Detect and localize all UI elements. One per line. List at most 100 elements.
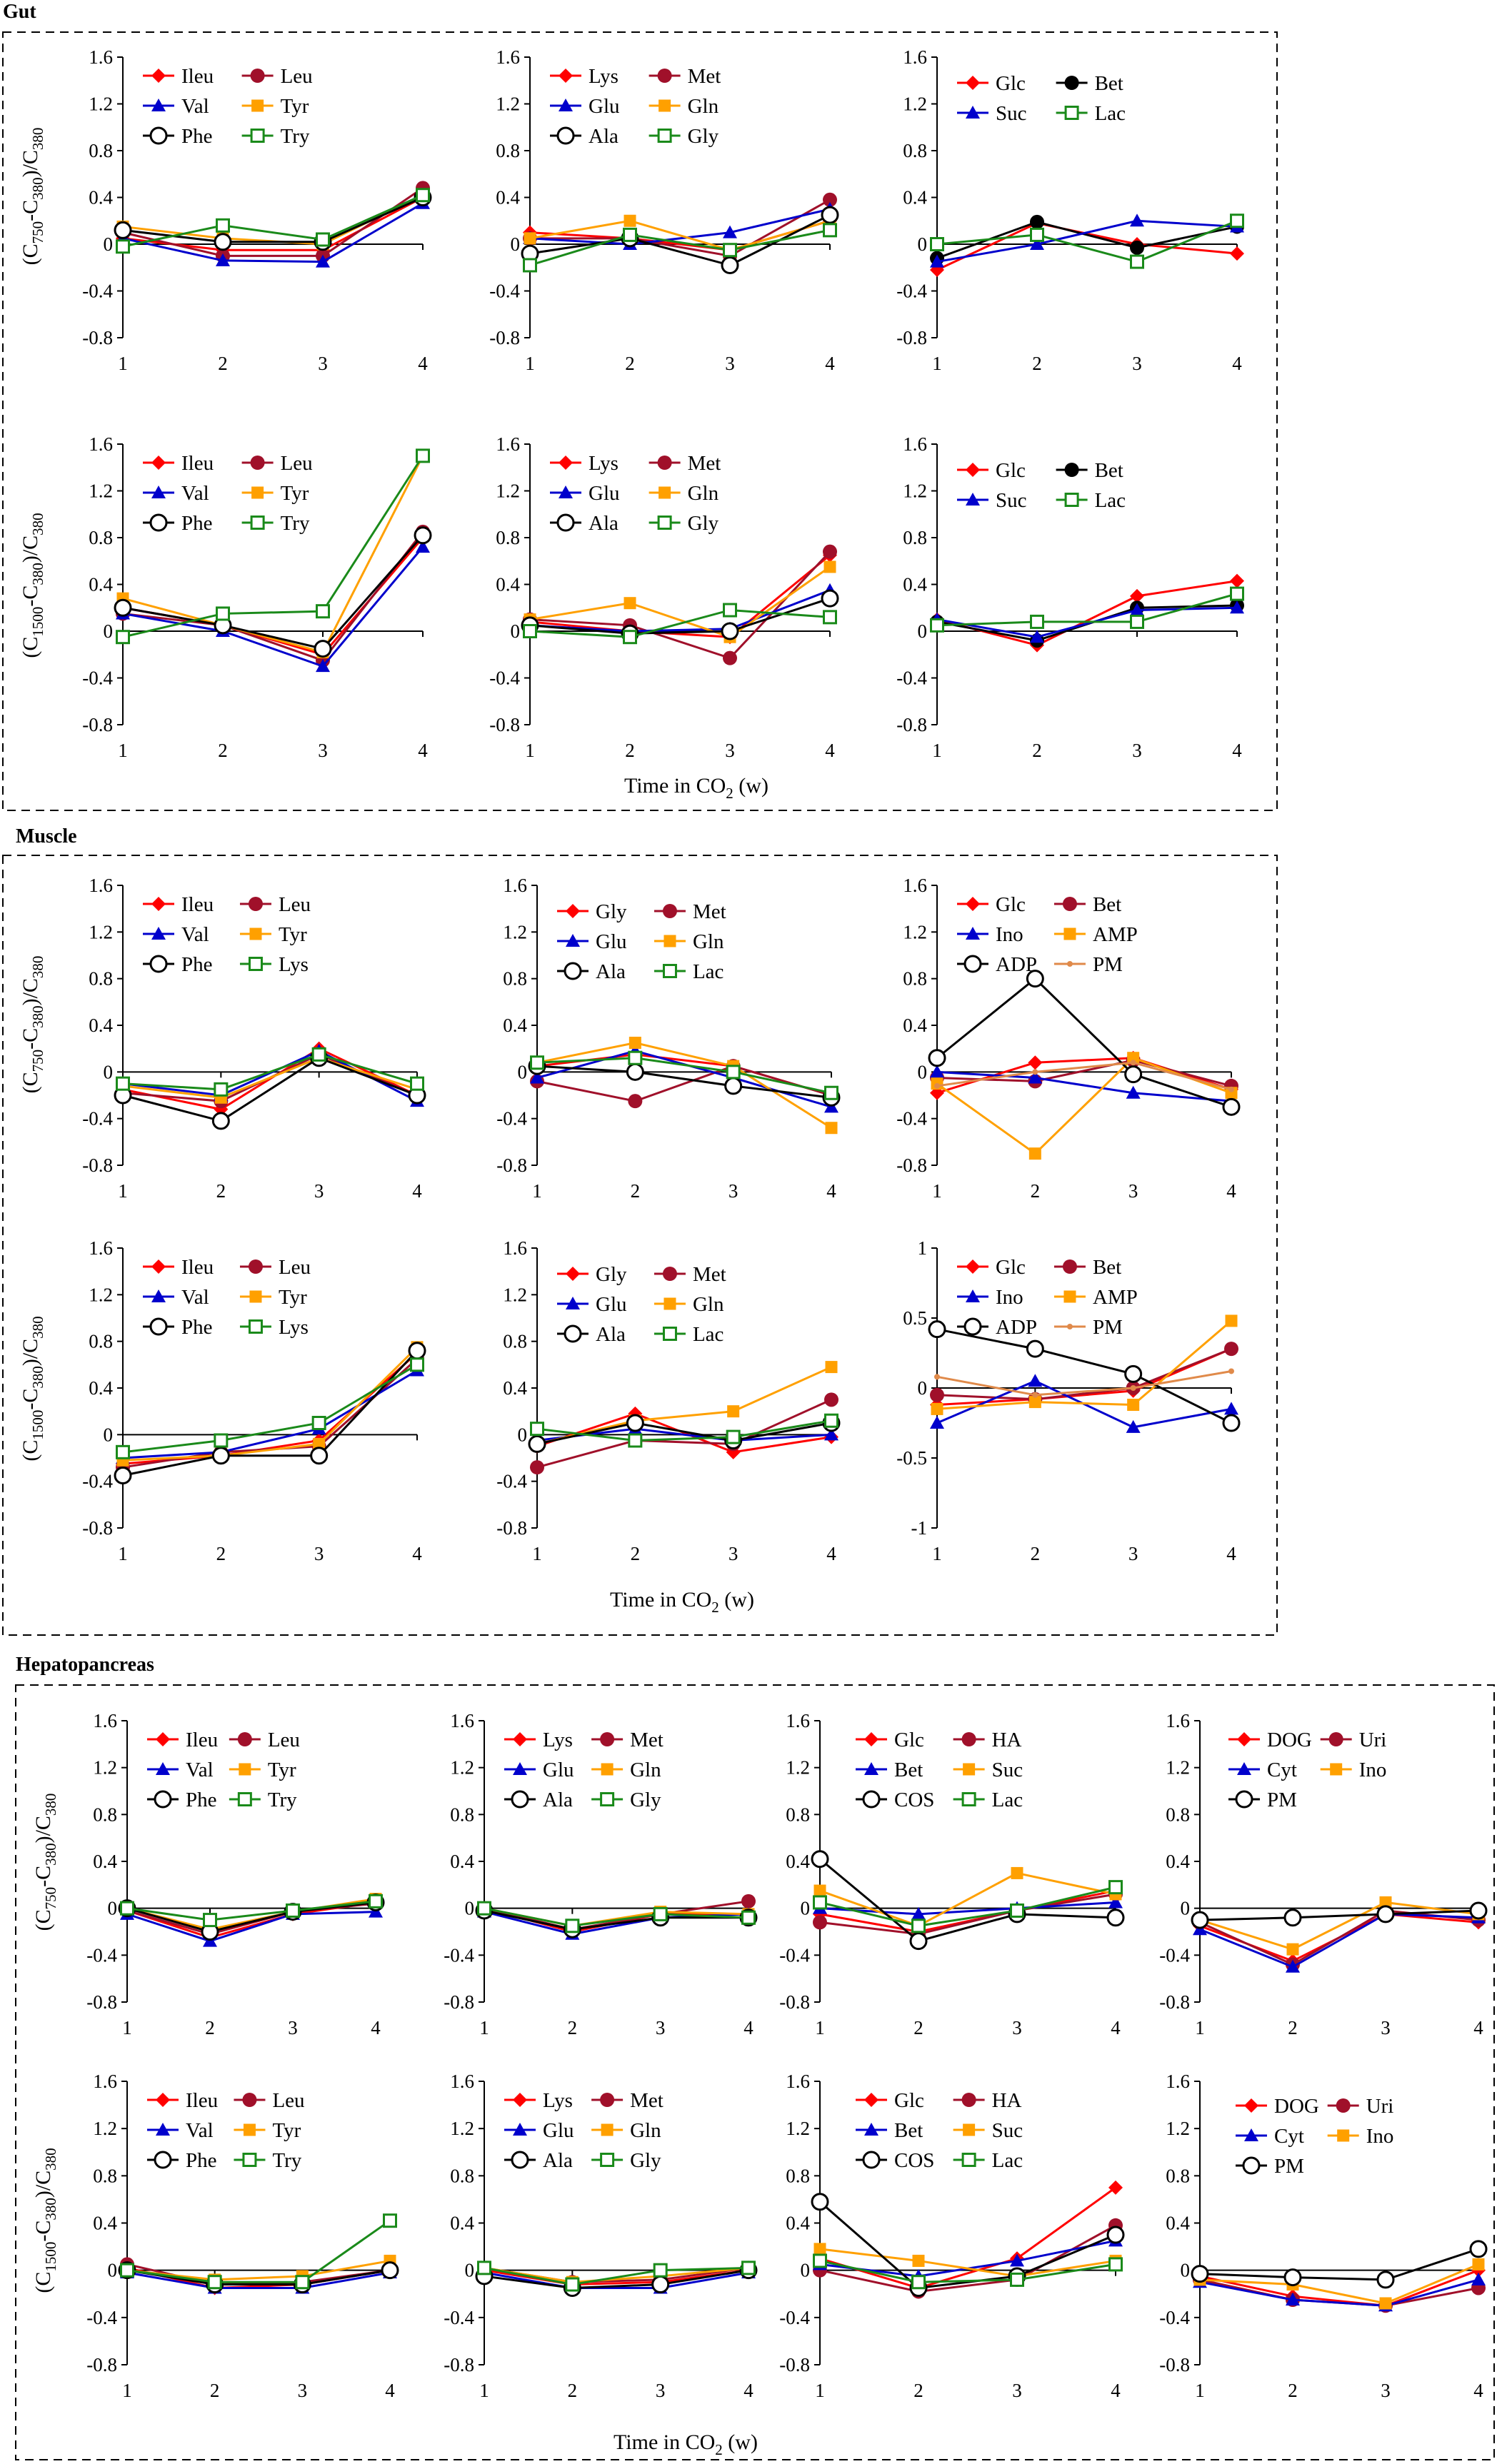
y-tick-label: 0: [511, 233, 521, 255]
x-tick-label: 1: [532, 1543, 542, 1564]
x-tick-label: 4: [1226, 1180, 1236, 1202]
data-point: [928, 1320, 946, 1339]
x-tick-label: 4: [744, 2017, 753, 2038]
legend-label: Leu: [281, 65, 313, 88]
y-tick-label: 0.4: [450, 1851, 474, 1872]
chart-h1b: 1.6 1.2 0.8 0.4 0 -0.4 -0.81 2 3 4 Lys Met Glu Gln Ala…: [444, 1710, 758, 2038]
data-point: [1108, 2257, 1123, 2272]
legend-label: Lac: [693, 1323, 724, 1346]
data-point: [825, 1361, 838, 1374]
data-point: [723, 650, 737, 665]
data-point: [1228, 1086, 1234, 1092]
data-point: [1028, 1396, 1041, 1409]
legend-marker: [1062, 1259, 1077, 1274]
legend-label: Tyr: [279, 923, 307, 946]
legend-marker: [151, 69, 166, 83]
legend-marker: [1336, 2098, 1351, 2113]
data-point: [1191, 2265, 1209, 2283]
x-tick-label: 3: [1012, 2017, 1022, 2038]
legend-label: Uri: [1366, 2095, 1394, 2118]
y-tick-label: -0.4: [82, 668, 113, 689]
data-point: [1126, 1085, 1141, 1099]
x-tick-label: 3: [318, 353, 328, 374]
legend-marker: [966, 493, 980, 506]
legend-marker: [239, 1763, 251, 1776]
series-line: [122, 455, 424, 654]
series-line: [936, 1328, 1232, 1424]
legend-marker: [657, 516, 672, 530]
x-tick-label: 1: [815, 2017, 825, 2038]
legend-label: Cyt: [1274, 2125, 1304, 2148]
series-gly: [523, 223, 837, 273]
data-point: [1124, 1364, 1143, 1383]
legend-marker: [251, 99, 264, 112]
y-tick-label: 1.2: [786, 2118, 810, 2139]
legend-label: Gly: [596, 900, 627, 923]
legend-marker: [1244, 2128, 1258, 2141]
y-tick-label: 1.6: [786, 2071, 810, 2092]
legend: Glc Bet Ino AMP ADP PM: [957, 1256, 1138, 1339]
series-line: [484, 1909, 748, 1931]
y-tick-label: 1.6: [496, 433, 520, 455]
data-point: [1032, 1392, 1038, 1398]
series-line: [1199, 2263, 1479, 2305]
y-tick-label: -0.8: [86, 2354, 117, 2375]
data-point: [211, 1447, 230, 1465]
legend-label: ADP: [996, 1316, 1037, 1339]
data-point: [1127, 1399, 1140, 1412]
series-line: [484, 1907, 749, 1927]
legend-marker: [250, 129, 265, 143]
series-line: [1199, 1913, 1479, 1968]
section-frame-gut: [2, 31, 1278, 811]
legend-marker: [513, 2123, 527, 2136]
data-point: [821, 206, 839, 224]
y-tick-label: 1: [918, 1237, 928, 1259]
legend-marker: [248, 1259, 263, 1274]
legend-marker: [566, 904, 580, 918]
series-line: [126, 2269, 391, 2286]
y-tick-label: 0.8: [89, 968, 113, 990]
legend-marker: [600, 2093, 615, 2107]
series-line: [936, 1370, 1232, 1397]
data-point: [477, 1901, 491, 1916]
legend-label: Glc: [996, 893, 1026, 916]
y-tick-label: 0: [108, 2260, 118, 2281]
legend-marker: [151, 897, 166, 911]
legend: Gly Met Glu Gln Ala Lac: [557, 900, 726, 983]
series-line: [529, 228, 831, 266]
y-tick-label: -0.8: [489, 714, 520, 735]
x-tick-label: 4: [826, 1543, 836, 1564]
data-point: [911, 2275, 926, 2290]
x-tick-label: 4: [825, 740, 835, 761]
data-point: [1106, 2226, 1125, 2244]
y-tick-label: 1.2: [1166, 1757, 1190, 1779]
data-point: [314, 640, 332, 658]
y-tick-label: -0.8: [896, 327, 927, 348]
legend-marker: [1064, 76, 1079, 90]
data-point: [410, 1076, 424, 1091]
series-bet: [930, 1053, 1238, 1093]
legend-marker: [961, 1792, 976, 1806]
y-tick-label: 0: [1181, 1898, 1191, 1919]
legend-label: Lys: [589, 65, 619, 88]
series-uri: [1193, 1903, 1486, 1972]
legend-label: Phe: [181, 953, 213, 976]
y-tick-label: 0.8: [450, 1804, 474, 1825]
data-point: [1030, 630, 1044, 643]
series-line: [122, 455, 424, 638]
data-point: [408, 1342, 426, 1360]
series-suc: [930, 213, 1244, 268]
series-line: [819, 1886, 1116, 1927]
data-point: [823, 192, 837, 207]
chart-m1b: 1.6 1.2 0.8 0.4 0 -0.4 -0.81 2 3 4 Gly Met Glu Gln Ala…: [496, 875, 841, 1202]
x-tick-label: 2: [631, 1543, 641, 1564]
y-tick-label: 1.6: [503, 875, 527, 896]
x-tick-label: 1: [118, 740, 128, 761]
data-point: [727, 1405, 740, 1418]
legend-label: Glu: [596, 930, 627, 953]
legend-label: Ileu: [181, 893, 214, 916]
data-point: [311, 1416, 326, 1430]
y-tick-label: -0.8: [496, 1155, 527, 1176]
data-point: [1028, 1070, 1043, 1084]
x-tick-label: 2: [216, 1180, 226, 1202]
